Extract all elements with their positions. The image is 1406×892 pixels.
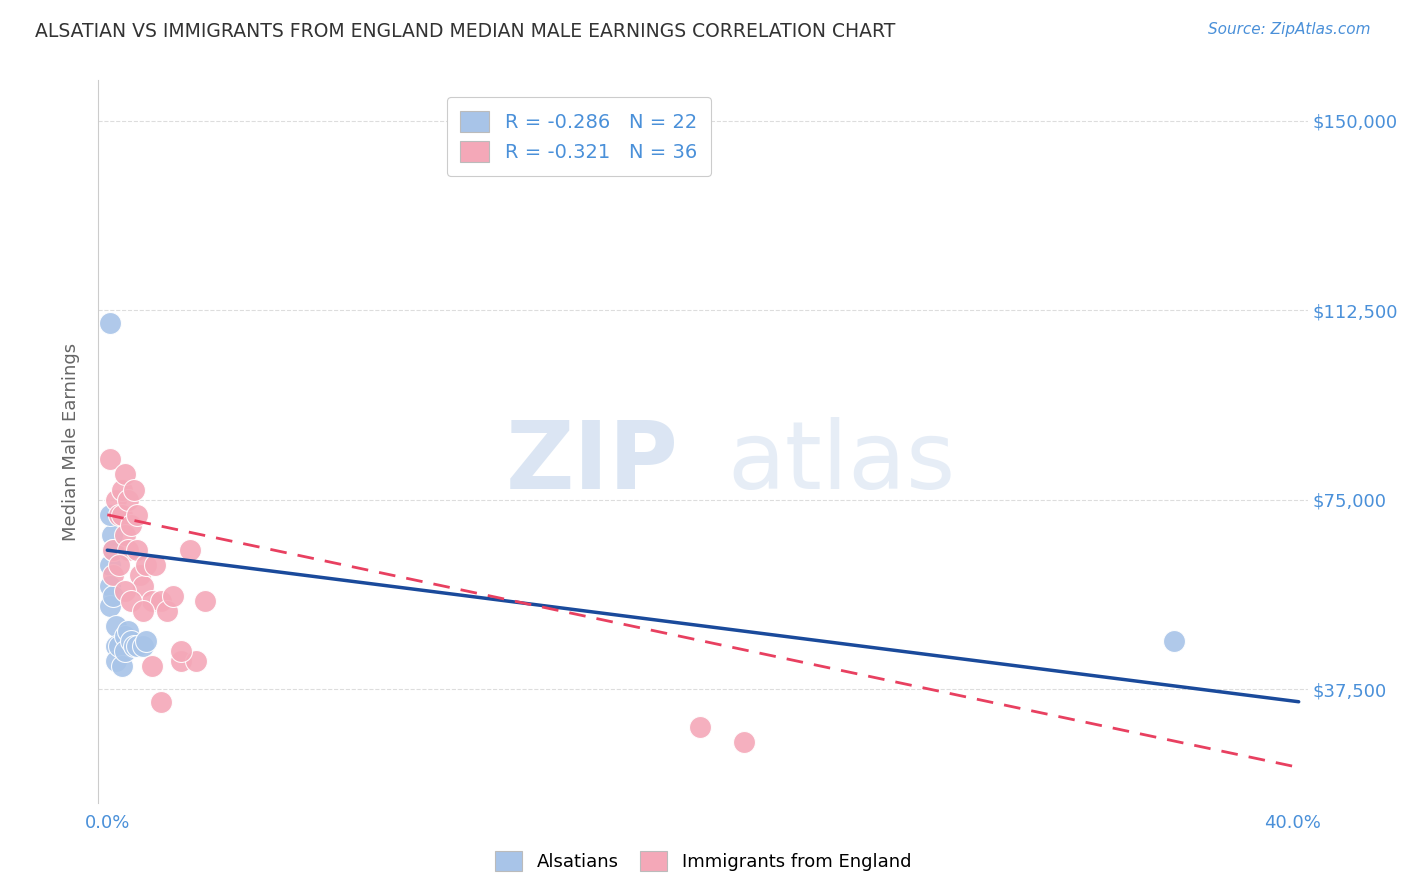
Point [135, 558, 157, 573]
Point [103, 589, 125, 603]
Point [186, 654, 208, 668]
Point [98, 316, 121, 330]
Point [132, 604, 155, 618]
Point [170, 644, 193, 658]
Point [108, 639, 131, 653]
Point [1163, 634, 1185, 648]
Point [129, 568, 152, 582]
Point [105, 619, 128, 633]
Point [132, 578, 155, 592]
Legend: Alsatians, Immigrants from England: Alsatians, Immigrants from England [488, 844, 918, 879]
Point [105, 654, 128, 668]
Point [98, 558, 121, 573]
Point [125, 543, 148, 558]
Point [149, 593, 172, 607]
Point [105, 639, 128, 653]
Point [105, 492, 128, 507]
Point [98, 578, 121, 592]
Point [98, 599, 121, 613]
Point [141, 659, 163, 673]
Text: atlas: atlas [727, 417, 956, 509]
Point [135, 634, 157, 648]
Point [114, 629, 136, 643]
Point [162, 589, 184, 603]
Point [117, 492, 139, 507]
Text: ZIP: ZIP [506, 417, 679, 509]
Point [179, 543, 201, 558]
Point [114, 583, 136, 598]
Point [120, 634, 142, 648]
Point [114, 644, 136, 658]
Point [689, 720, 711, 734]
Point [122, 639, 145, 653]
Text: ALSATIAN VS IMMIGRANTS FROM ENGLAND MEDIAN MALE EARNINGS CORRELATION CHART: ALSATIAN VS IMMIGRANTS FROM ENGLAND MEDI… [35, 22, 896, 41]
Point [122, 483, 145, 497]
Point [100, 528, 122, 542]
Point [114, 528, 136, 542]
Point [120, 517, 142, 532]
Point [120, 593, 142, 607]
Legend: R = -0.286   N = 22, R = -0.321   N = 36: R = -0.286 N = 22, R = -0.321 N = 36 [447, 97, 711, 176]
Point [103, 543, 125, 558]
Point [149, 695, 172, 709]
Point [170, 654, 193, 668]
Point [125, 639, 148, 653]
Point [98, 452, 121, 467]
Point [111, 483, 134, 497]
Point [141, 593, 163, 607]
Text: Source: ZipAtlas.com: Source: ZipAtlas.com [1208, 22, 1371, 37]
Point [117, 624, 139, 638]
Y-axis label: Median Male Earnings: Median Male Earnings [62, 343, 80, 541]
Point [155, 604, 177, 618]
Point [117, 543, 139, 558]
Point [103, 568, 125, 582]
Point [114, 467, 136, 482]
Point [111, 659, 134, 673]
Point [132, 639, 155, 653]
Point [125, 508, 148, 522]
Point [143, 558, 166, 573]
Point [194, 593, 217, 607]
Point [108, 558, 131, 573]
Point [98, 508, 121, 522]
Point [734, 735, 756, 749]
Point [111, 508, 134, 522]
Point [108, 508, 131, 522]
Point [103, 543, 125, 558]
